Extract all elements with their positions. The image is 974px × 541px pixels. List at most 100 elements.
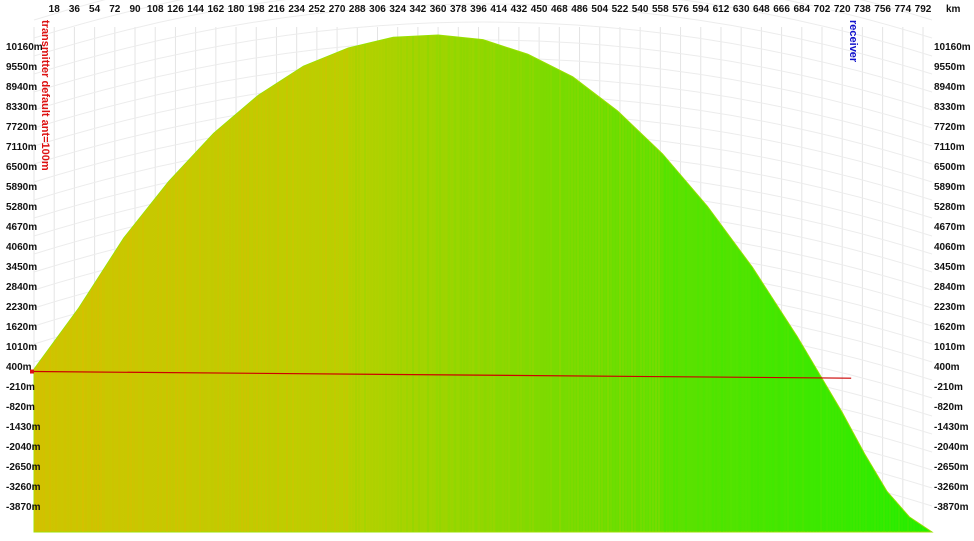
terrain-stripe — [568, 34, 570, 532]
terrain-stripe — [916, 34, 918, 532]
terrain-stripe — [601, 34, 603, 532]
terrain-stripe — [250, 34, 252, 532]
terrain-stripe — [631, 34, 633, 532]
terrain-stripe — [652, 34, 654, 532]
x-tick-label: 702 — [814, 4, 831, 15]
x-tick-label: 738 — [854, 4, 871, 15]
terrain-stripe — [502, 34, 504, 532]
terrain-stripe — [526, 34, 528, 532]
terrain-stripe — [868, 34, 870, 532]
x-tick-label: 486 — [571, 4, 588, 15]
y-tick-label-right: -3870m — [934, 502, 969, 513]
y-tick-label-left: 6500m — [6, 162, 37, 173]
x-tick-label: 126 — [167, 4, 184, 15]
x-tick-label: 450 — [531, 4, 548, 15]
terrain-stripe — [106, 34, 108, 532]
terrain-stripe — [766, 34, 768, 532]
terrain-stripe — [736, 34, 738, 532]
y-tick-label-left: 8330m — [6, 102, 37, 113]
terrain-stripe — [190, 34, 192, 532]
terrain-stripe — [295, 34, 297, 532]
terrain-stripe — [394, 34, 396, 532]
terrain-stripe — [562, 34, 564, 532]
terrain-stripe — [520, 34, 522, 532]
x-tick-label: 414 — [490, 4, 507, 15]
y-tick-label-right: -1430m — [934, 422, 969, 433]
terrain-stripe — [82, 34, 84, 532]
y-tick-label-left: -1430m — [6, 422, 41, 433]
terrain-stripe — [856, 34, 858, 532]
terrain-stripe — [238, 34, 240, 532]
terrain-stripe — [634, 34, 636, 532]
receiver-label: receiver — [847, 20, 859, 63]
terrain-stripe — [850, 34, 852, 532]
terrain-stripe — [553, 34, 555, 532]
terrain-stripe — [337, 34, 339, 532]
terrain-stripe — [778, 34, 780, 532]
terrain-stripe — [442, 34, 444, 532]
terrain-stripe — [223, 34, 225, 532]
terrain-stripe — [661, 34, 663, 532]
terrain-stripe — [790, 34, 792, 532]
terrain-stripe — [838, 34, 840, 532]
terrain-stripe — [772, 34, 774, 532]
terrain-stripe — [604, 34, 606, 532]
terrain-stripe — [928, 34, 930, 532]
terrain-stripe — [286, 34, 288, 532]
terrain-stripe — [340, 34, 342, 532]
terrain-stripe — [712, 34, 714, 532]
terrain-stripe — [307, 34, 309, 532]
terrain-stripe — [739, 34, 741, 532]
y-tick-label-right: 4060m — [934, 242, 965, 253]
x-tick-label: 720 — [834, 4, 851, 15]
terrain-area — [33, 34, 934, 533]
terrain-stripe — [745, 34, 747, 532]
x-tick-label: 504 — [591, 4, 608, 15]
terrain-stripe — [436, 34, 438, 532]
terrain-stripe — [700, 34, 702, 532]
terrain-stripe — [646, 34, 648, 532]
terrain-stripe — [310, 34, 312, 532]
terrain-stripe — [160, 34, 162, 532]
terrain-stripe — [451, 34, 453, 532]
terrain-stripe — [211, 34, 213, 532]
y-tick-label-right: -820m — [934, 402, 963, 413]
terrain-stripe — [316, 34, 318, 532]
x-tick-label: 648 — [753, 4, 770, 15]
terrain-stripe — [343, 34, 345, 532]
terrain-stripe — [637, 34, 639, 532]
terrain-stripe — [910, 34, 912, 532]
terrain-stripe — [616, 34, 618, 532]
x-tick-label: 360 — [430, 4, 447, 15]
terrain-stripe — [199, 34, 201, 532]
terrain-stripe — [367, 34, 369, 532]
terrain-stripe — [769, 34, 771, 532]
terrain-stripe — [262, 34, 264, 532]
x-tick-label: 774 — [894, 4, 911, 15]
terrain-stripe — [523, 34, 525, 532]
terrain-stripe — [292, 34, 294, 532]
signal-line — [33, 370, 852, 379]
terrain-stripe — [874, 34, 876, 532]
terrain-stripe — [583, 34, 585, 532]
terrain-stripe — [877, 34, 879, 532]
terrain-stripe — [454, 34, 456, 532]
terrain-stripe — [649, 34, 651, 532]
x-tick-label: 288 — [349, 4, 366, 15]
x-tick-label: 144 — [187, 4, 204, 15]
terrain-stripe — [118, 34, 120, 532]
terrain-stripe — [325, 34, 327, 532]
x-tick-label: 342 — [410, 4, 427, 15]
terrain-stripe — [931, 34, 932, 532]
terrain-stripe — [865, 34, 867, 532]
x-tick-label: 198 — [248, 4, 265, 15]
terrain-stripe — [715, 34, 717, 532]
y-tick-label-left: -3260m — [6, 482, 41, 493]
terrain-stripe — [541, 34, 543, 532]
terrain-stripe — [709, 34, 711, 532]
terrain-stripe — [79, 34, 81, 532]
terrain-stripe — [148, 34, 150, 532]
terrain-stripe — [643, 34, 645, 532]
terrain-stripe — [415, 34, 417, 532]
y-axis-ticks-right: 10160m 9550m 8940m 8330m 7720m 7110m 6500m 5890… — [934, 42, 971, 513]
